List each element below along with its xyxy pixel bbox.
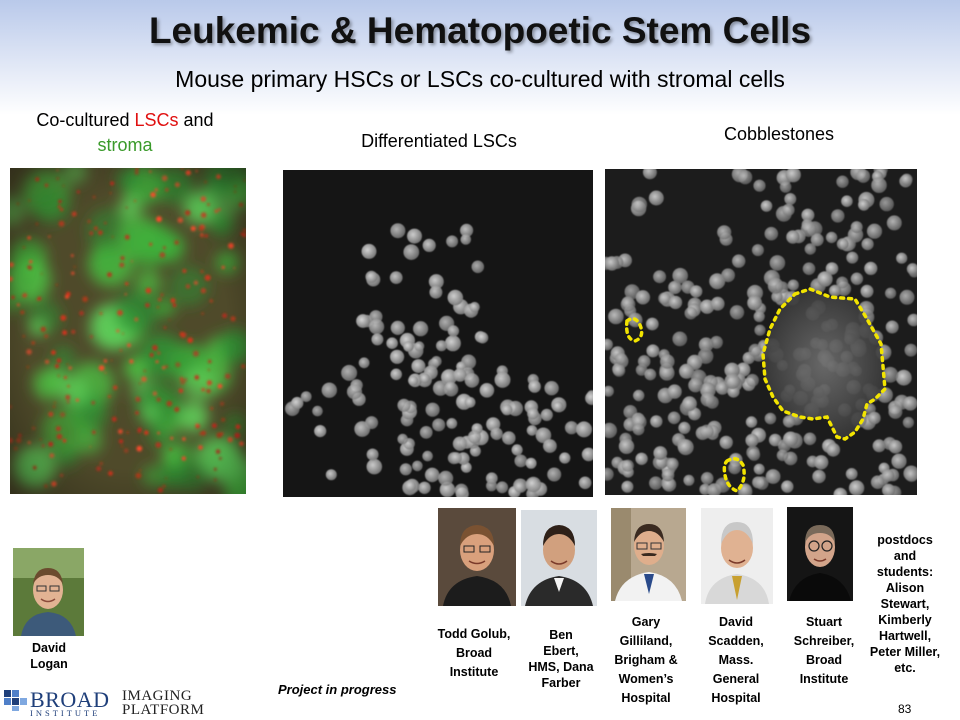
coculture-image [10,168,246,494]
name-line: Ebert, [543,644,579,658]
name-gary-gilliland: Gary Gilliland, Brigham & Women’s Hospit… [608,613,684,708]
small-outline-bottom [722,457,746,494]
name-line: Gilliland, [619,634,673,648]
name-line: Broad [455,646,493,660]
photo-gary-gilliland [611,508,686,601]
cobblestone-region [763,289,885,439]
differentiated-lscs-image [283,170,593,497]
caption-stroma: stroma [97,135,153,155]
postdocs-list: postdocs and students: Alison Stewart, K… [862,532,948,676]
name-line: students: [876,565,934,579]
photo-todd-golub [438,508,516,606]
imaging-platform-logo: IMAGING PLATFORM [122,688,205,718]
page-number: 83 [898,702,912,716]
photo-david-logan [13,548,84,636]
name-line: Institute [799,672,849,686]
name-line: Stewart, [880,597,930,611]
name-line: General [712,672,760,686]
project-status: Project in progress [278,682,397,697]
name-line: David [31,641,67,655]
name-line: Gary [631,615,661,629]
name-line: postdocs [877,533,933,547]
name-line: Brigham & [614,653,678,667]
name-line: etc. [894,661,916,675]
name-line: Alison [885,581,925,595]
caption-coculture: Co-cultured LSCs and stroma [10,108,240,158]
name-line: Schreiber, [793,634,855,648]
caption-lscs: LSCs [134,110,179,130]
name-line: Ben [549,628,573,642]
cobblestone-outline [761,287,887,441]
small-outline-left [624,317,644,343]
name-line: Institute [449,665,499,679]
name-line: and [893,549,917,563]
name-line: HMS, Dana [528,660,594,674]
name-line: Broad [805,653,843,667]
caption-differentiated: Differentiated LSCs [361,131,517,151]
slide-title: Leukemic & Hematopoetic Stem Cells [148,10,812,51]
name-stuart-schreiber: Stuart Schreiber, Broad Institute [786,613,862,689]
photo-stuart-schreiber [787,507,853,601]
name-line: Farber [541,676,581,690]
broad-logo-icon [3,688,103,718]
name-line: Peter Miller, [869,645,941,659]
name-david-scadden: David Scadden, Mass. General Hospital [698,613,774,708]
caption-cobblestones: Cobblestones [723,124,835,144]
name-line: Mass. [718,653,754,667]
name-line: Logan [30,657,68,671]
name-line: Hospital [711,691,761,705]
name-line: Scadden, [708,634,764,648]
name-line: Hospital [621,691,671,705]
imaging-line1: IMAGING [122,688,193,704]
name-line: David [718,615,754,629]
name-line: Stuart [805,615,843,629]
name-line: Hartwell, [878,629,932,643]
imaging-line2: PLATFORM [122,702,205,718]
name-todd-golub: Todd Golub, Broad Institute [430,625,518,682]
name-line: Kimberly [878,613,932,627]
caption-and: and [183,110,214,130]
cobblestones-image [605,169,917,495]
photo-david-scadden [701,508,773,604]
name-david-logan: David Logan [13,640,85,672]
name-line: Women’s [618,672,674,686]
name-line: Todd Golub, [437,627,511,641]
broad-logo-subtext: INSTITUTE [30,708,101,718]
caption-coculture-text: Co-cultured [36,110,130,130]
name-ben-ebert: Ben Ebert, HMS, Dana Farber [521,627,601,691]
broad-logo-text: BROAD [30,687,110,712]
slide-subtitle: Mouse primary HSCs or LSCs co-cultured w… [175,66,785,92]
photo-ben-ebert [521,510,597,606]
